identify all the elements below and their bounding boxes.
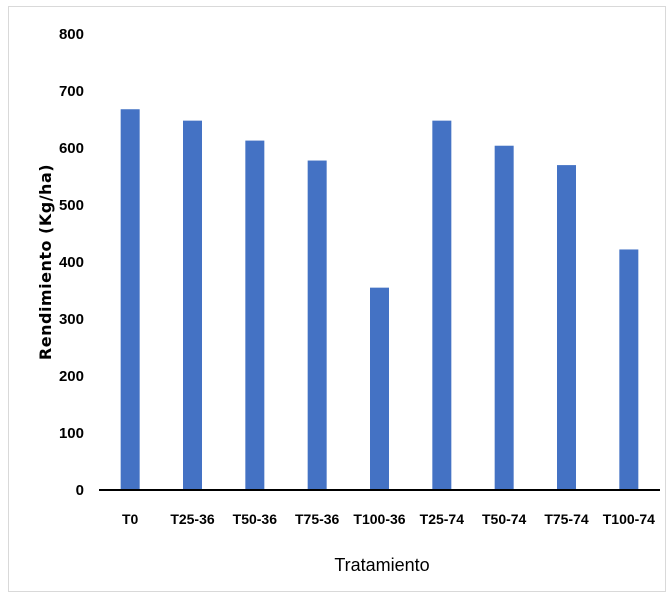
chart-frame — [8, 6, 666, 592]
bar-t75-74 — [557, 165, 576, 490]
bar-t25-74 — [432, 120, 452, 490]
bar-t25-36 — [183, 120, 202, 490]
bar-t75-36 — [307, 160, 327, 491]
x-tick-label: T75-74 — [544, 511, 589, 527]
x-tick-label: T25-74 — [420, 511, 465, 527]
y-axis-ticks: 0 100 200 300 400 500 600 700 800 — [59, 26, 84, 499]
y-tick-label: 800 — [59, 26, 84, 43]
y-tick-label: 700 — [59, 83, 84, 100]
x-tick-label: T50-74 — [482, 511, 527, 527]
y-tick-label: 500 — [59, 197, 84, 214]
y-tick-label: 100 — [59, 425, 84, 442]
x-tick-label: T100-36 — [353, 511, 405, 527]
bar-t100-74 — [619, 249, 639, 490]
bar-t50-74 — [494, 145, 514, 490]
bars — [120, 109, 639, 491]
x-tick-label: T75-36 — [295, 511, 340, 527]
y-axis-label: Rendimiento (Kg/ha) — [36, 164, 55, 360]
x-tick-label: T0 — [122, 511, 139, 527]
x-axis-label: Tratamiento — [334, 555, 429, 575]
x-tick-label: T100-74 — [603, 511, 655, 527]
y-tick-label: 400 — [59, 254, 84, 271]
x-tick-label: T50-36 — [233, 511, 278, 527]
y-tick-label: 0 — [76, 482, 84, 499]
y-tick-label: 300 — [59, 311, 84, 328]
bar-t50-36 — [245, 140, 265, 490]
bar-t100-36 — [370, 287, 389, 490]
y-tick-label: 200 — [59, 368, 84, 385]
x-tick-label: T25-36 — [170, 511, 215, 527]
y-tick-label: 600 — [59, 140, 84, 157]
bar-t0 — [120, 109, 140, 491]
x-axis-ticks: T0 T25-36 T50-36 T75-36 T100-36 T25-74 T50-74 T… — [122, 511, 655, 527]
